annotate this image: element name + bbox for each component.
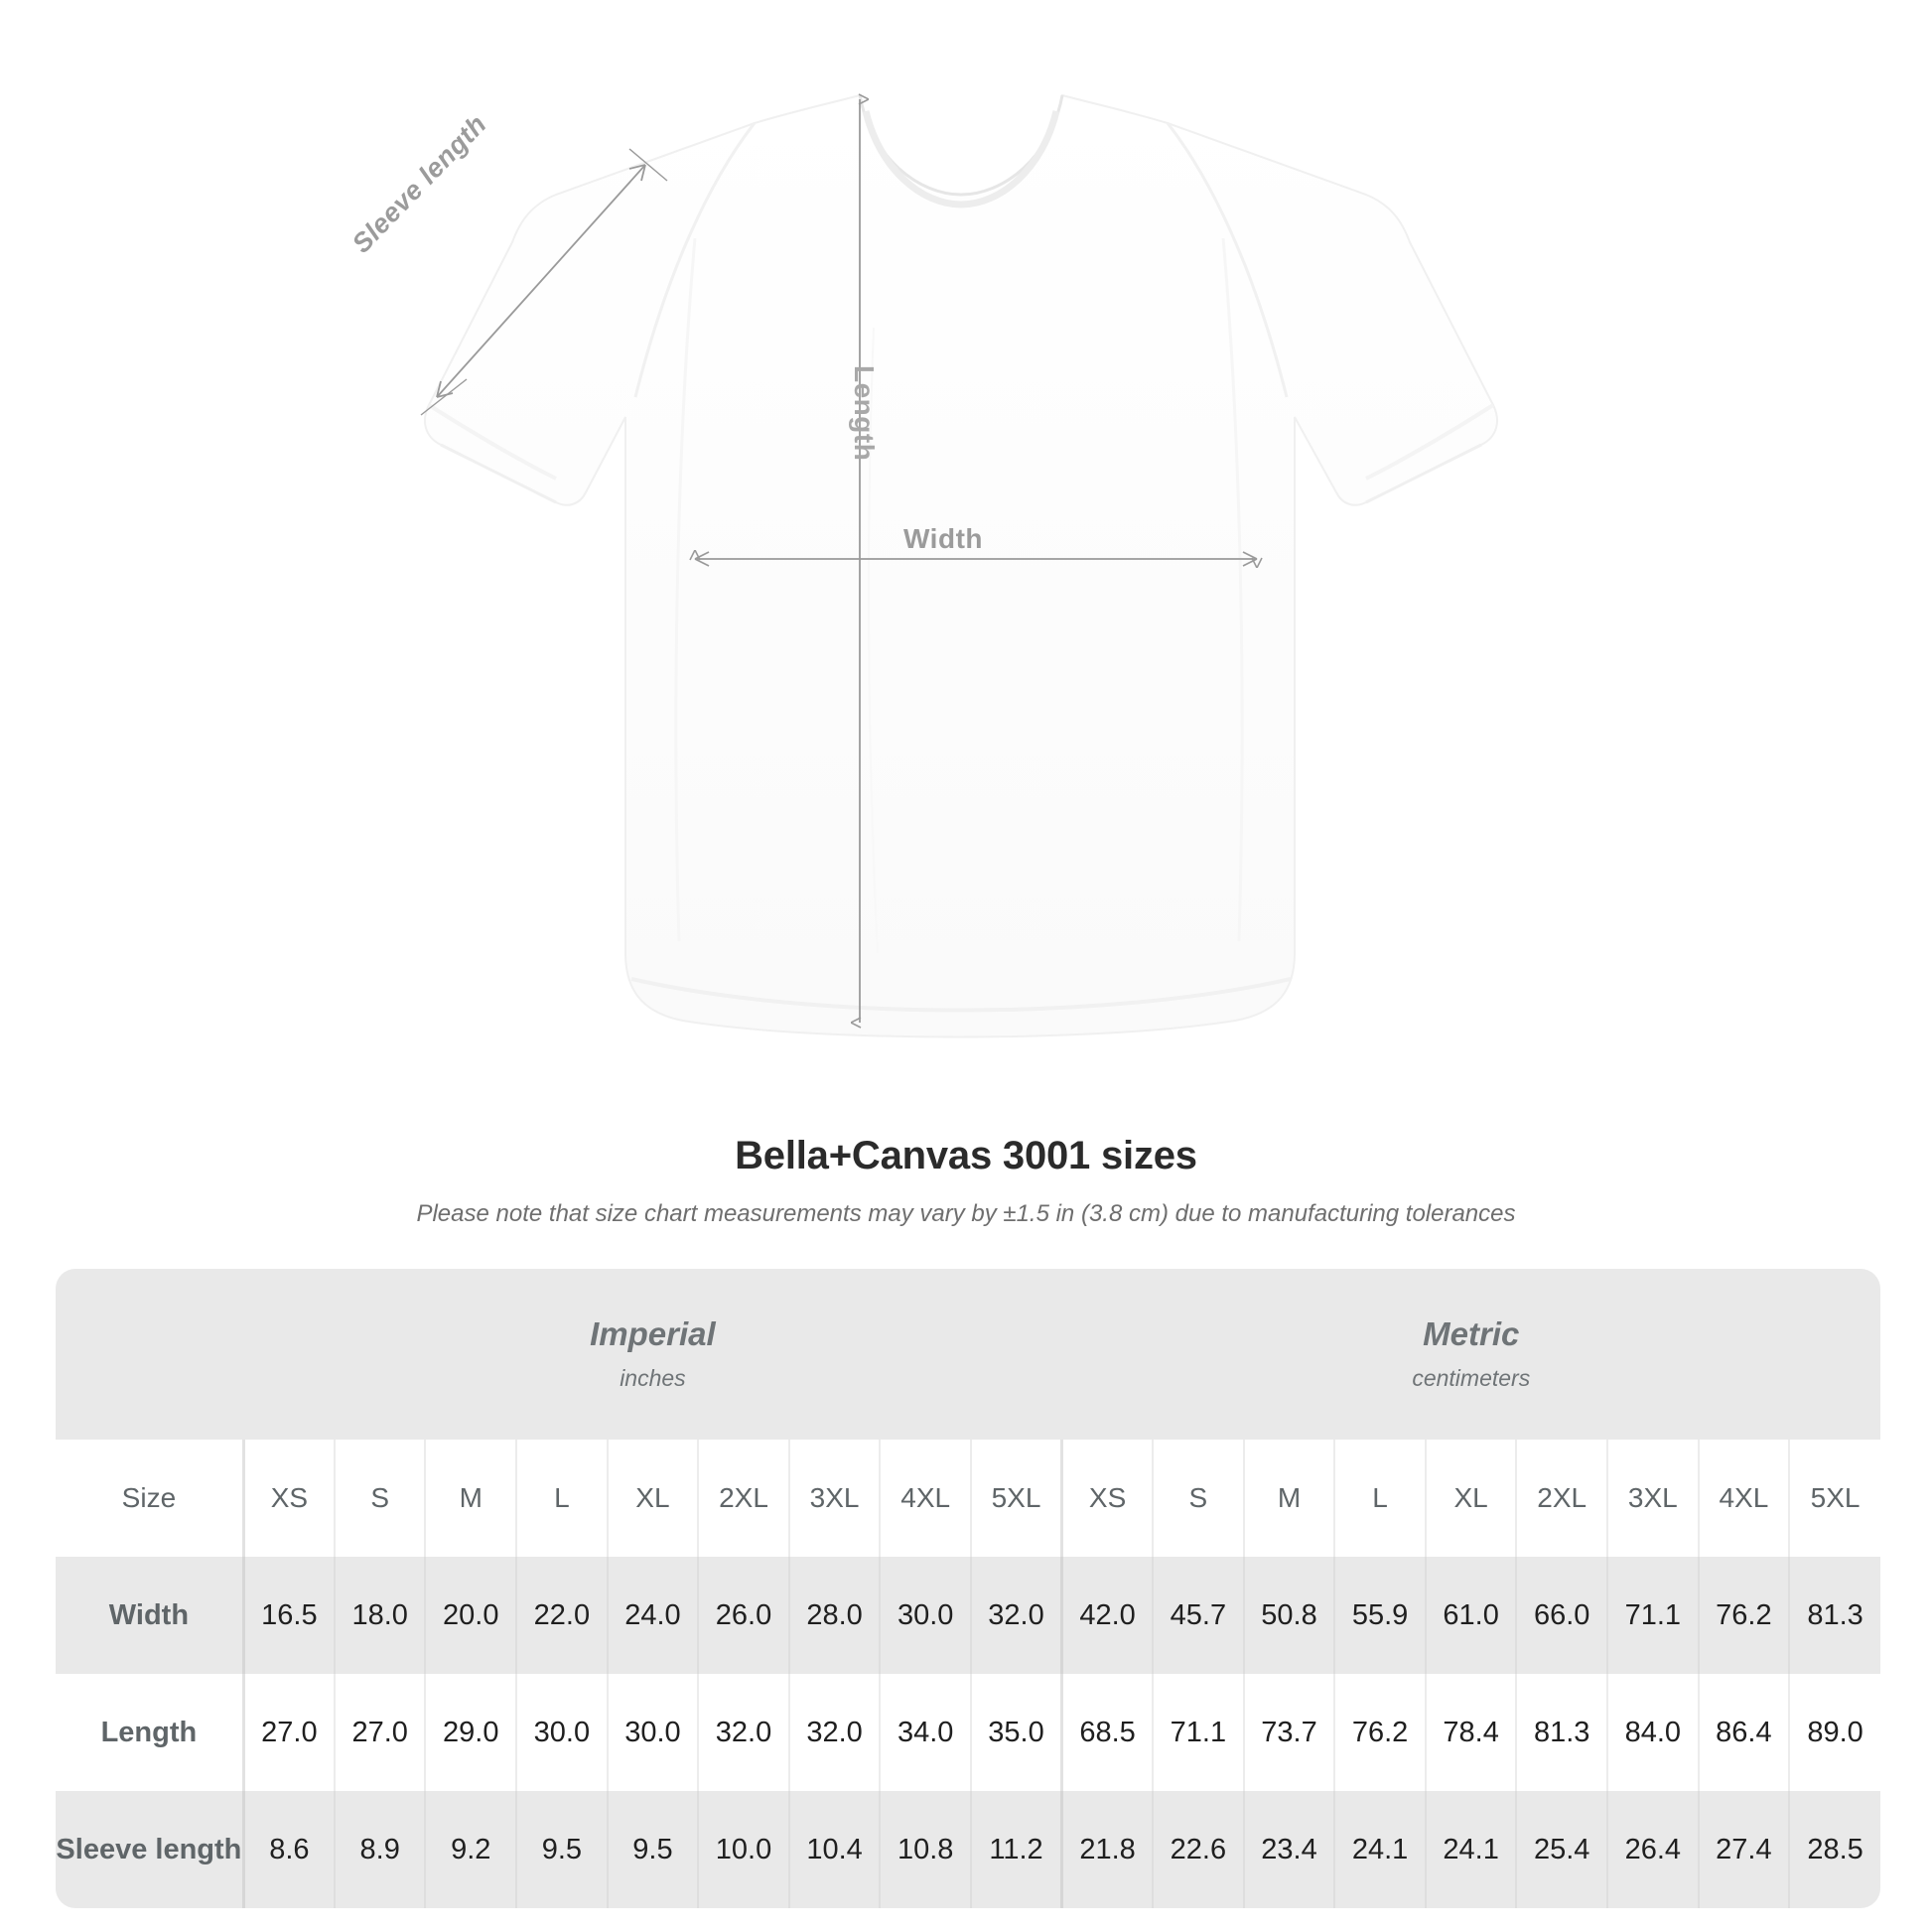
size-header-imperial-2xl: 2XL — [697, 1440, 789, 1557]
unit-name-metric: Metric — [1423, 1315, 1520, 1353]
width-label: Width — [903, 523, 983, 554]
unit-header-row: Imperial inches Metric centimeters — [56, 1269, 1880, 1440]
cell-sleeve-length-metric-4xl: 27.4 — [1697, 1791, 1790, 1908]
table-row: Length 27.0 27.0 29.0 30.0 30.0 32.0 32.0 34.0 35… — [56, 1674, 1880, 1791]
cell-sleeve-length-metric-s: 22.6 — [1152, 1791, 1244, 1908]
unit-sub-imperial: inches — [620, 1364, 686, 1391]
cell-sleeve-length-metric-l: 24.1 — [1333, 1791, 1426, 1908]
cell-length-imperial-m: 29.0 — [424, 1674, 517, 1791]
cell-width-imperial-2xl: 26.0 — [697, 1557, 789, 1674]
size-header-metric-3xl: 3XL — [1606, 1440, 1699, 1557]
tolerance-note: Please note that size chart measurements… — [416, 1200, 1516, 1227]
cell-length-imperial-xl: 30.0 — [606, 1674, 699, 1791]
cell-length-metric-2xl: 81.3 — [1515, 1674, 1607, 1791]
cell-sleeve-length-imperial-l: 9.5 — [515, 1791, 608, 1908]
cell-length-imperial-3xl: 32.0 — [787, 1674, 881, 1791]
cell-length-imperial-s: 27.0 — [333, 1674, 426, 1791]
size-header-label: Size — [56, 1440, 244, 1557]
table-row: Width 16.5 18.0 20.0 22.0 24.0 26.0 28.0 30.0 32.… — [56, 1557, 1880, 1674]
cell-length-metric-xs: 68.5 — [1060, 1674, 1154, 1791]
cell-sleeve-length-metric-5xl: 28.5 — [1788, 1791, 1880, 1908]
cell-width-imperial-m: 20.0 — [424, 1557, 517, 1674]
cell-sleeve-length-metric-2xl: 25.4 — [1515, 1791, 1607, 1908]
cell-length-metric-4xl: 86.4 — [1697, 1674, 1790, 1791]
cell-length-metric-m: 73.7 — [1242, 1674, 1335, 1791]
cell-width-metric-4xl: 76.2 — [1697, 1557, 1790, 1674]
cell-length-metric-3xl: 84.0 — [1606, 1674, 1699, 1791]
row-label-length: Length — [56, 1674, 244, 1791]
cell-width-metric-2xl: 66.0 — [1515, 1557, 1607, 1674]
cell-sleeve-length-imperial-5xl: 11.2 — [969, 1791, 1062, 1908]
cell-sleeve-length-imperial-xl: 9.5 — [606, 1791, 699, 1908]
cell-width-imperial-5xl: 32.0 — [969, 1557, 1062, 1674]
cell-width-imperial-4xl: 30.0 — [879, 1557, 971, 1674]
cell-width-imperial-3xl: 28.0 — [787, 1557, 881, 1674]
cell-width-metric-s: 45.7 — [1152, 1557, 1244, 1674]
cell-width-metric-m: 50.8 — [1242, 1557, 1335, 1674]
cell-length-metric-s: 71.1 — [1152, 1674, 1244, 1791]
cell-length-imperial-2xl: 32.0 — [697, 1674, 789, 1791]
size-header-imperial-xl: XL — [606, 1440, 699, 1557]
cell-width-imperial-xl: 24.0 — [606, 1557, 699, 1674]
cell-length-imperial-l: 30.0 — [515, 1674, 608, 1791]
size-header-imperial-l: L — [515, 1440, 608, 1557]
cell-width-metric-xl: 61.0 — [1424, 1557, 1517, 1674]
size-header-row: Size XS S M L XL 2XL 3XL 4XL 5XL XS S M L XL 2XL 3XL 4XL 5… — [56, 1440, 1880, 1557]
size-header-imperial-s: S — [333, 1440, 426, 1557]
unit-header-spacer — [56, 1269, 244, 1440]
size-header-imperial-3xl: 3XL — [787, 1440, 881, 1557]
size-header-metric-s: S — [1152, 1440, 1244, 1557]
size-header-imperial-4xl: 4XL — [879, 1440, 971, 1557]
cell-length-imperial-5xl: 35.0 — [969, 1674, 1062, 1791]
size-header-metric-5xl: 5XL — [1788, 1440, 1880, 1557]
table-row: Sleeve length 8.6 8.9 9.2 9.5 9.5 10.0 10.4 10.8… — [56, 1791, 1880, 1908]
unit-sub-metric: centimeters — [1412, 1364, 1531, 1391]
cell-sleeve-length-metric-xs: 21.8 — [1060, 1791, 1154, 1908]
tshirt-shape — [424, 93, 1498, 1038]
row-label-sleeve-length: Sleeve length — [56, 1791, 244, 1908]
size-header-imperial-xs: XS — [241, 1440, 335, 1557]
size-table: Imperial inches Metric centimeters Size XS S M L… — [56, 1269, 1880, 1908]
cell-sleeve-length-imperial-s: 8.9 — [333, 1791, 426, 1908]
row-label-width: Width — [56, 1557, 244, 1674]
cell-width-imperial-l: 22.0 — [515, 1557, 608, 1674]
cell-sleeve-length-imperial-2xl: 10.0 — [697, 1791, 789, 1908]
cell-width-imperial-s: 18.0 — [333, 1557, 426, 1674]
cell-sleeve-length-metric-xl: 24.1 — [1424, 1791, 1517, 1908]
cell-width-metric-l: 55.9 — [1333, 1557, 1426, 1674]
cell-sleeve-length-imperial-4xl: 10.8 — [879, 1791, 971, 1908]
page-title: Bella+Canvas 3001 sizes — [735, 1134, 1197, 1177]
size-header-metric-4xl: 4XL — [1697, 1440, 1790, 1557]
size-header-imperial-5xl: 5XL — [969, 1440, 1062, 1557]
size-header-metric-xs: XS — [1060, 1440, 1154, 1557]
cell-length-metric-5xl: 89.0 — [1788, 1674, 1880, 1791]
unit-name-imperial: Imperial — [590, 1315, 716, 1353]
cell-sleeve-length-imperial-xs: 8.6 — [241, 1791, 335, 1908]
size-table-wrapper: Imperial inches Metric centimeters Size XS S M L… — [56, 1269, 1880, 1908]
size-header-metric-2xl: 2XL — [1515, 1440, 1607, 1557]
size-header-metric-m: M — [1242, 1440, 1335, 1557]
cell-sleeve-length-metric-3xl: 26.4 — [1606, 1791, 1699, 1908]
cell-width-imperial-xs: 16.5 — [241, 1557, 335, 1674]
cell-sleeve-length-metric-m: 23.4 — [1242, 1791, 1335, 1908]
cell-sleeve-length-imperial-3xl: 10.4 — [787, 1791, 881, 1908]
unit-header-imperial: Imperial inches — [243, 1269, 1062, 1440]
size-header-metric-l: L — [1333, 1440, 1426, 1557]
size-header-metric-xl: XL — [1424, 1440, 1517, 1557]
dimension-lines — [420, 99, 1257, 1023]
length-label: Length — [849, 365, 880, 462]
tshirt-diagram: Sleeve length Length Width — [346, 0, 1498, 1038]
cell-sleeve-length-imperial-m: 9.2 — [424, 1791, 517, 1908]
size-header-imperial-m: M — [424, 1440, 517, 1557]
cell-width-metric-xs: 42.0 — [1060, 1557, 1154, 1674]
cell-length-imperial-xs: 27.0 — [241, 1674, 335, 1791]
unit-header-metric: Metric centimeters — [1061, 1269, 1880, 1440]
title-block: Bella+Canvas 3001 sizes Please note that… — [0, 1134, 1932, 1228]
cell-width-metric-3xl: 71.1 — [1606, 1557, 1699, 1674]
cell-width-metric-5xl: 81.3 — [1788, 1557, 1880, 1674]
cell-length-metric-xl: 78.4 — [1424, 1674, 1517, 1791]
cell-length-imperial-4xl: 34.0 — [879, 1674, 971, 1791]
cell-length-metric-l: 76.2 — [1333, 1674, 1426, 1791]
